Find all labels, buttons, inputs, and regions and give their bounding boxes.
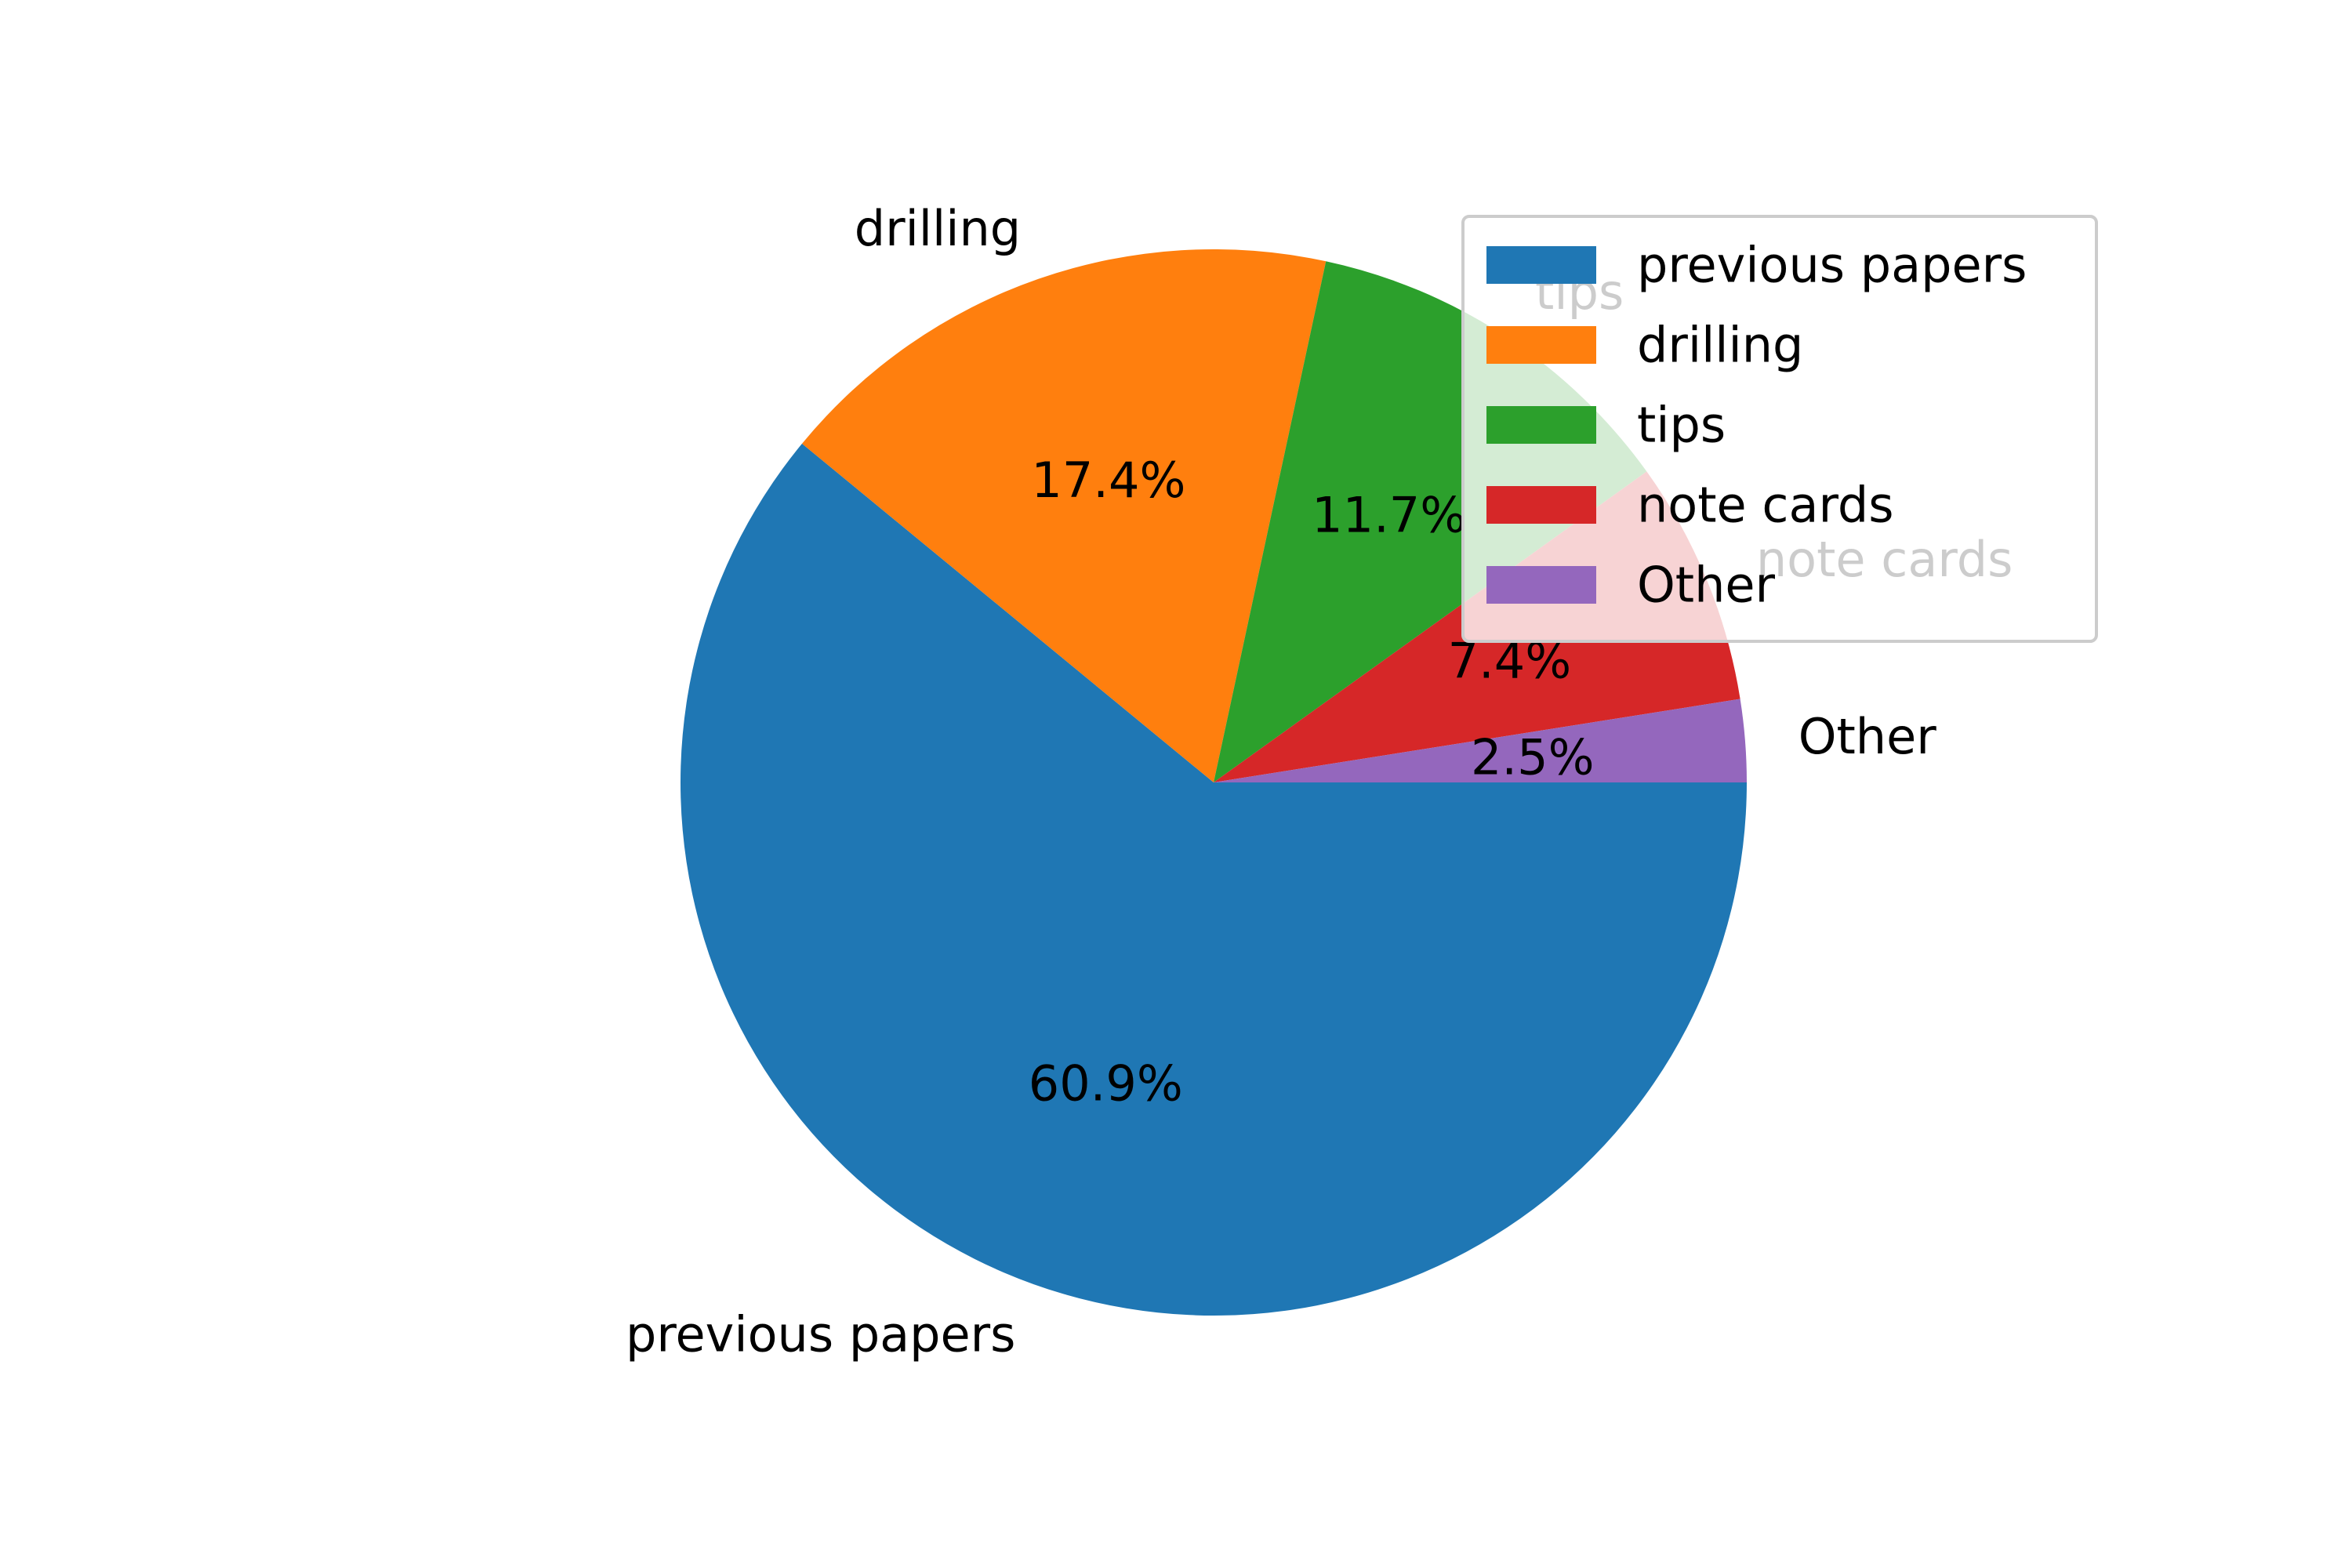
slice-label-other: Other — [1798, 708, 1937, 765]
slice-label-drilling: drilling — [855, 200, 1021, 257]
percent-labels: 60.9%17.4%11.7%7.4%2.5% — [1029, 452, 1595, 1112]
legend-label-previous-papers: previous papers — [1637, 237, 2027, 294]
legend-swatch-note-cards — [1486, 486, 1596, 524]
legend: previous papers drilling tips note cards Oth… — [1461, 215, 2098, 643]
legend-label-drilling: drilling — [1637, 317, 1803, 374]
legend-label-other: Other — [1637, 557, 1776, 614]
legend-frame — [1461, 215, 2098, 643]
legend-label-tips: tips — [1637, 397, 1726, 454]
legend-swatch-tips — [1486, 406, 1596, 444]
pct-label-previous-papers: 60.9% — [1029, 1055, 1183, 1112]
pct-label-drilling: 17.4% — [1031, 452, 1185, 509]
legend-label-note-cards: note cards — [1637, 477, 1894, 534]
slice-label-previous-papers: previous papers — [626, 1306, 1015, 1363]
pie-slice-drilling — [801, 249, 1327, 782]
pie-slice-previous-papers — [681, 443, 1748, 1316]
legend-swatch-drilling — [1486, 326, 1596, 364]
pct-label-tips: 11.7% — [1312, 486, 1466, 543]
pct-label-other: 2.5% — [1471, 728, 1595, 786]
legend-swatch-previous-papers — [1486, 246, 1596, 284]
legend-swatch-other — [1486, 566, 1596, 604]
pie-slice-other — [1214, 699, 1747, 782]
